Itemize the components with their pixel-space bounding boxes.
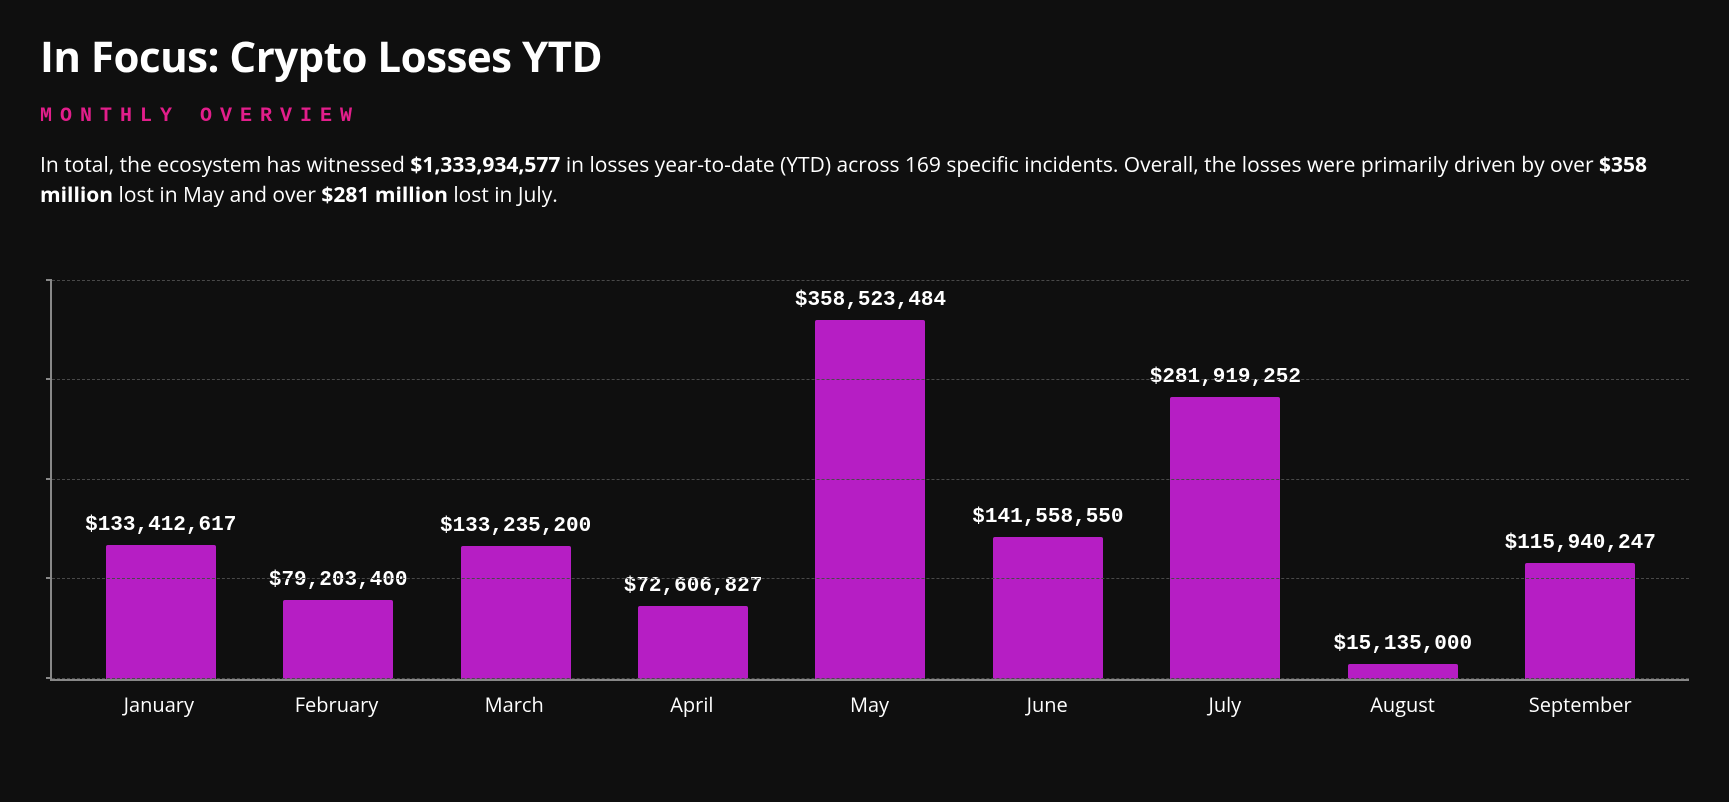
chart-bar: [1348, 664, 1458, 679]
chart-gridline: [52, 379, 1689, 380]
summary-july: $281 million: [321, 181, 448, 209]
chart-bar-slot: $141,558,550: [959, 281, 1136, 679]
chart-x-label: August: [1314, 691, 1492, 718]
chart-bar-slot: $115,940,247: [1492, 281, 1669, 679]
chart-x-label: May: [781, 691, 959, 718]
chart-bar-value-label: $115,940,247: [1505, 532, 1656, 555]
chart-bar-value-label: $281,919,252: [1150, 366, 1301, 389]
summary-segment: In total, the ecosystem has witnessed: [40, 151, 410, 179]
chart-bar-slot: $133,412,617: [72, 281, 249, 679]
chart-bar-slot: $72,606,827: [604, 281, 781, 679]
chart-bar: [1525, 563, 1635, 679]
summary-segment: lost in July.: [448, 181, 558, 209]
chart-bar-slot: $133,235,200: [427, 281, 604, 679]
chart-bar: [1170, 397, 1280, 679]
chart-x-label: March: [425, 691, 603, 718]
chart-gridline: [52, 678, 1689, 679]
chart-gridline: [52, 578, 1689, 579]
chart-plot-area: $133,412,617 $79,203,400 $133,235,200 $72,6…: [50, 281, 1689, 681]
summary-total: $1,333,934,577: [410, 151, 560, 179]
losses-bar-chart: $133,412,617 $79,203,400 $133,235,200 $72,6…: [50, 281, 1689, 718]
chart-x-axis: JanuaryFebruaryMarchAprilMayJuneJulyAugu…: [50, 691, 1689, 718]
chart-y-tick: [46, 577, 52, 579]
chart-x-label: September: [1491, 691, 1669, 718]
chart-bar: [815, 320, 925, 679]
chart-y-tick: [46, 677, 52, 679]
chart-x-label: June: [958, 691, 1136, 718]
chart-bar-value-label: $15,135,000: [1333, 633, 1472, 656]
chart-x-label: February: [248, 691, 426, 718]
chart-bar-value-label: $141,558,550: [972, 506, 1123, 529]
chart-bar: [993, 537, 1103, 679]
chart-gridline: [52, 479, 1689, 480]
chart-bars-container: $133,412,617 $79,203,400 $133,235,200 $72,6…: [52, 281, 1689, 679]
section-subtitle: MONTHLY OVERVIEW: [40, 105, 1689, 128]
chart-y-tick: [46, 478, 52, 480]
chart-bar: [461, 546, 571, 679]
summary-text: In total, the ecosystem has witnessed $1…: [40, 150, 1660, 211]
chart-y-tick: [46, 378, 52, 380]
chart-bar-value-label: $358,523,484: [795, 289, 946, 312]
chart-x-label: April: [603, 691, 781, 718]
chart-bar-slot: $79,203,400: [249, 281, 426, 679]
summary-segment: in losses year-to-date (YTD) across 169 …: [560, 151, 1599, 179]
chart-bar-slot: $281,919,252: [1137, 281, 1314, 679]
chart-bar: [106, 545, 216, 678]
chart-bar-value-label: $133,412,617: [85, 514, 236, 537]
chart-bar-value-label: $79,203,400: [269, 569, 408, 592]
chart-bar: [638, 606, 748, 679]
chart-x-label: January: [70, 691, 248, 718]
chart-bar: [283, 600, 393, 679]
chart-bar-slot: $15,135,000: [1314, 281, 1491, 679]
chart-x-label: July: [1136, 691, 1314, 718]
page-title: In Focus: Crypto Losses YTD: [40, 28, 1689, 85]
chart-bar-slot: $358,523,484: [782, 281, 959, 679]
chart-bar-value-label: $133,235,200: [440, 515, 591, 538]
chart-gridline: [52, 280, 1689, 281]
chart-y-tick: [46, 279, 52, 281]
summary-segment: lost in May and over: [113, 181, 321, 209]
